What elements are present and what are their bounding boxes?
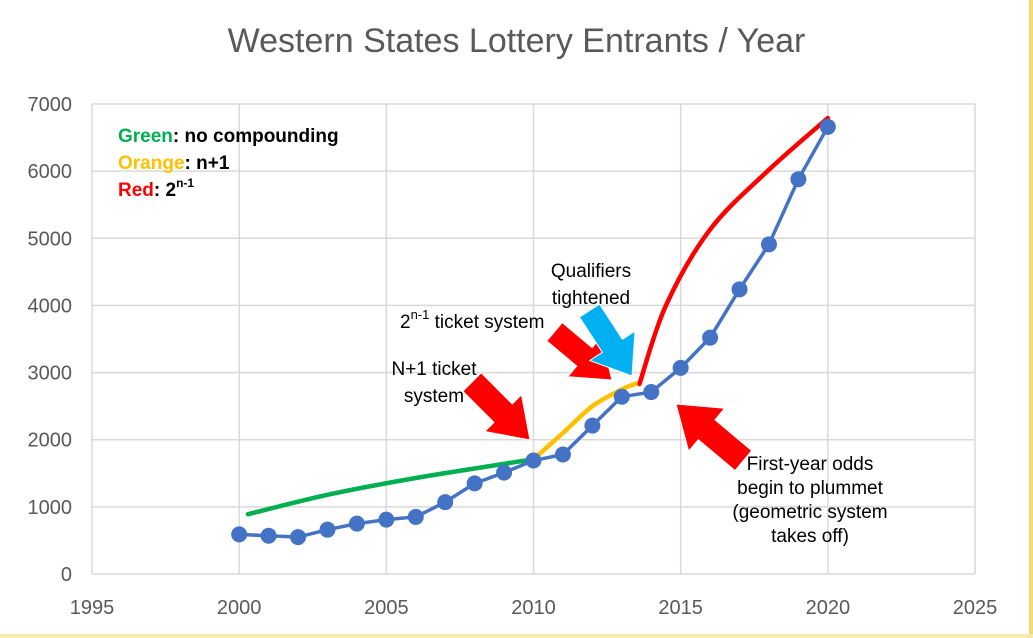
data-point bbox=[760, 236, 777, 253]
x-tick-label: 2025 bbox=[953, 597, 998, 619]
annotation-n1-system-line: system bbox=[404, 386, 464, 407]
x-tick-label: 1995 bbox=[70, 597, 115, 619]
annotation-first-year-odds-line: begin to plummet bbox=[737, 478, 883, 499]
data-point bbox=[290, 529, 307, 546]
data-point bbox=[260, 527, 277, 544]
data-point bbox=[643, 384, 660, 401]
data-point bbox=[378, 511, 395, 528]
data-point bbox=[466, 475, 483, 492]
annotation-arrows bbox=[462, 303, 753, 472]
annotation-qualifiers-line: tightened bbox=[552, 288, 630, 309]
data-point bbox=[319, 521, 336, 538]
legend-item: Green: no compounding bbox=[118, 126, 339, 147]
y-tick-label: 5000 bbox=[28, 228, 73, 250]
y-tick-label: 4000 bbox=[28, 295, 73, 317]
trend-curves bbox=[245, 115, 831, 517]
y-tick-label: 0 bbox=[61, 564, 72, 586]
bottom-edge-strip bbox=[0, 634, 1033, 638]
legend-item: Red: 2n-1 bbox=[118, 176, 194, 201]
green-curve bbox=[245, 456, 536, 517]
data-point bbox=[672, 359, 689, 376]
legend-item: Orange: n+1 bbox=[118, 153, 230, 174]
annotation-pow-suffix: ticket system bbox=[429, 312, 544, 333]
right-edge-strip bbox=[1029, 0, 1033, 638]
x-tick-label: 2005 bbox=[364, 597, 409, 619]
annotation-pow-base: 2 bbox=[400, 312, 411, 333]
y-tick-label: 6000 bbox=[28, 161, 73, 183]
legend-exponent: n-1 bbox=[176, 176, 194, 190]
arrow-first-year-odds bbox=[675, 403, 753, 472]
annotation-first-year-odds-line: (geometric system bbox=[732, 502, 887, 523]
legend-text: : no compounding bbox=[173, 126, 339, 147]
x-tick-label: 2020 bbox=[806, 597, 851, 619]
data-point bbox=[702, 329, 719, 346]
data-point bbox=[613, 388, 630, 405]
chart-title: Western States Lottery Entrants / Year bbox=[227, 22, 806, 60]
annotation-first-year-odds-line: First-year odds bbox=[747, 454, 874, 475]
y-tick-label: 3000 bbox=[28, 363, 73, 385]
grid-lines bbox=[91, 103, 976, 575]
y-tick-labels: 0 1000 2000 3000 4000 5000 6000 7000 bbox=[28, 94, 73, 586]
x-tick-label: 2015 bbox=[658, 597, 703, 619]
annotation-first-year-odds-line: takes off) bbox=[771, 526, 849, 547]
data-point bbox=[496, 464, 513, 481]
data-point bbox=[437, 494, 454, 511]
y-tick-label: 1000 bbox=[28, 497, 73, 519]
annotation-pow-exponent: n-1 bbox=[411, 307, 430, 322]
x-tick-labels: 1995 2000 2005 2010 2015 2020 2025 bbox=[70, 597, 998, 619]
data-point bbox=[231, 526, 248, 543]
data-point bbox=[525, 452, 542, 469]
data-series bbox=[231, 118, 836, 546]
legend-text: : n+1 bbox=[185, 153, 230, 174]
annotation-n1-system-line: N+1 ticket bbox=[391, 359, 477, 380]
orange-curve bbox=[531, 381, 639, 462]
data-point bbox=[407, 508, 424, 525]
data-point bbox=[819, 118, 836, 135]
y-tick-label: 2000 bbox=[28, 430, 73, 452]
data-point bbox=[731, 281, 748, 298]
data-point bbox=[584, 417, 601, 434]
annotations: Qualifiers tightened N+1 ticket system First… bbox=[391, 261, 887, 547]
red-curve bbox=[637, 115, 831, 387]
data-point bbox=[554, 446, 571, 463]
x-tick-label: 2000 bbox=[217, 597, 262, 619]
legend-key: Red bbox=[118, 180, 154, 201]
x-tick-label: 2010 bbox=[511, 597, 556, 619]
y-tick-label: 7000 bbox=[28, 94, 73, 116]
annotation-pow-system: 2n-1 ticket system bbox=[400, 307, 544, 333]
annotation-qualifiers-line: Qualifiers bbox=[551, 261, 631, 282]
legend-text: : 2 bbox=[154, 180, 176, 201]
arrow-n1-system bbox=[462, 372, 531, 441]
arrow-qualifiers bbox=[578, 303, 636, 377]
data-point bbox=[348, 515, 365, 532]
data-point bbox=[790, 171, 807, 188]
legend-key: Orange bbox=[118, 153, 185, 174]
legend-key: Green bbox=[118, 126, 173, 147]
